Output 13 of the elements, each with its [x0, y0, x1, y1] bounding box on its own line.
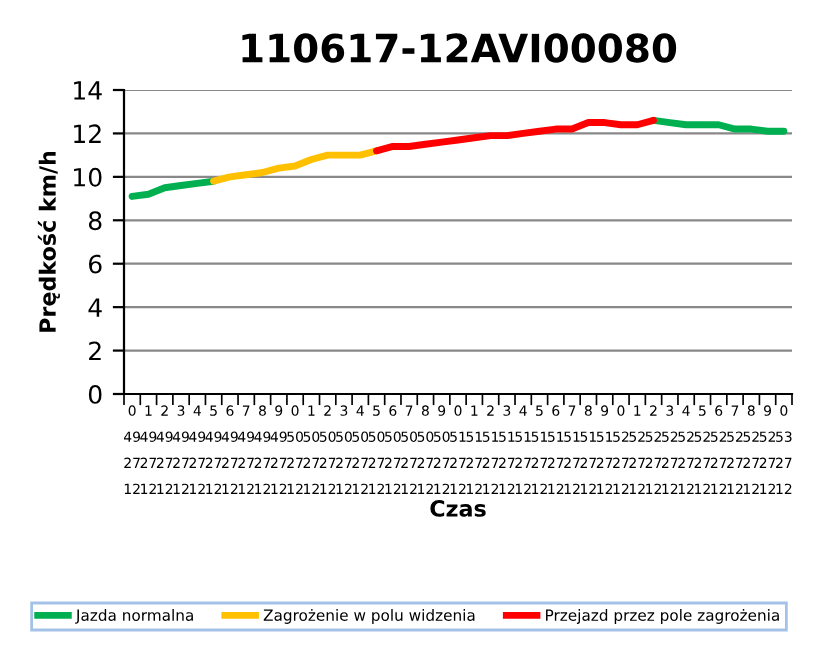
- y-tick-label: 14: [74, 81, 102, 100]
- line-series: [373, 116, 657, 155]
- y-tick-label: 6: [89, 254, 102, 274]
- chart-title: 110617-12AVI00080: [242, 33, 677, 63]
- y-axis-title: Prędkość km/h: [37, 151, 60, 332]
- y-tick-label: 0: [88, 384, 102, 404]
- y-tick-label: 4: [88, 298, 102, 317]
- y-tick-label: 8: [88, 211, 102, 231]
- x-axis-title: Czas: [430, 500, 486, 517]
- y-tick-label: 2: [89, 341, 101, 361]
- line-series: [210, 147, 381, 185]
- y-tick-label: 10: [74, 167, 102, 187]
- y-tick-label: 12: [74, 124, 101, 143]
